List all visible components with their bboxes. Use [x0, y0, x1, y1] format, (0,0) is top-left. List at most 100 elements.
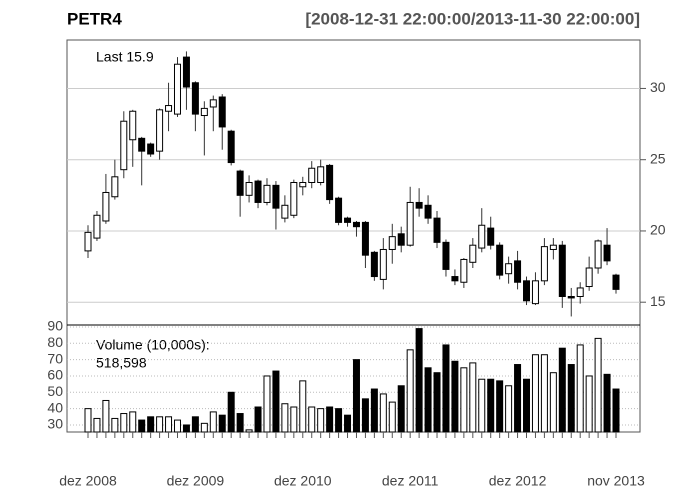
candle-body [227, 130, 235, 164]
candle-body [424, 204, 432, 219]
candle-body [191, 82, 199, 115]
chart-subtitle: [2008-12-31 22:00:00/2013-11-30 22:00:00… [305, 9, 640, 28]
candle-body [299, 182, 307, 188]
volume-bar [120, 413, 128, 433]
volume-bar [308, 406, 316, 433]
candle-body [442, 241, 450, 270]
candle-body [505, 263, 513, 275]
candle-body [567, 296, 575, 299]
volume-bar [603, 373, 611, 433]
candle-body [352, 221, 360, 228]
volume-bar [487, 378, 495, 433]
x-tick-label: dez 2012 [489, 473, 547, 489]
volume-bar [138, 419, 146, 433]
candle-body [406, 201, 414, 246]
candle-body [531, 280, 539, 305]
candle-body [397, 233, 405, 246]
candle-body [254, 180, 262, 203]
volume-bar [514, 364, 522, 433]
candle-body [272, 184, 280, 209]
candle-body [523, 280, 531, 302]
candle-body [102, 191, 110, 222]
volume-tick-label: 90 [47, 318, 63, 334]
candle-body [182, 56, 190, 88]
x-tick-label: dez 2008 [59, 473, 117, 489]
volume-bar [549, 372, 557, 433]
volume-bar [505, 385, 513, 433]
volume-bar [156, 416, 164, 433]
candle-body [576, 287, 584, 298]
candle-body [308, 167, 316, 183]
volume-bar [218, 414, 226, 433]
volume-bar [433, 372, 441, 433]
candle-body [344, 217, 352, 223]
y-tick-label: 25 [650, 150, 666, 166]
volume-bar [496, 380, 504, 433]
volume-bar [424, 367, 432, 433]
candle-body [200, 107, 208, 117]
candle-body [317, 166, 325, 183]
volume-tick-label: 40 [47, 399, 63, 415]
volume-bar [147, 416, 155, 433]
volume-tick-label: 50 [47, 383, 63, 399]
y-tick-label: 15 [650, 293, 666, 309]
volume-bar [299, 380, 307, 433]
volume-bar [93, 417, 101, 433]
volume-bar [272, 370, 280, 433]
y-tick-label: 20 [650, 222, 666, 238]
candle-body [451, 276, 459, 282]
volume-bar [317, 408, 325, 433]
y-tick-label: 30 [650, 79, 666, 95]
price-panel [66, 39, 641, 326]
candle-body [245, 182, 253, 196]
candle-body [549, 244, 557, 250]
volume-bar [531, 354, 539, 433]
last-label: Last 15.9 [96, 49, 154, 65]
volume-bar [209, 411, 217, 433]
volume-bar [84, 408, 92, 433]
volume-bar [344, 414, 352, 433]
candle-body [218, 96, 226, 128]
volume-bar [263, 375, 271, 433]
volume-bar [558, 347, 566, 433]
candle-body [585, 267, 593, 288]
volume-bar [451, 360, 459, 433]
candle-body [120, 120, 128, 171]
x-tick-label: dez 2010 [274, 473, 332, 489]
candle-body [147, 143, 155, 155]
candle-body [478, 224, 486, 249]
volume-bar [567, 364, 575, 433]
volume-bar [397, 385, 405, 433]
candle-body [460, 258, 468, 283]
candle-body [209, 99, 217, 108]
volume-tick-label: 30 [47, 416, 63, 432]
volume-bar [165, 416, 173, 433]
candle-body [433, 217, 441, 243]
volume-bar [585, 375, 593, 433]
volume-bar [379, 393, 387, 433]
candle-body [514, 260, 522, 283]
candle-body [129, 110, 137, 141]
candle-body [290, 182, 298, 216]
volume-bar [406, 349, 414, 433]
x-tick-label: dez 2011 [382, 473, 439, 489]
volume-bar [388, 401, 396, 433]
volume-bar [612, 388, 620, 433]
candle-body [415, 201, 423, 209]
volume-tick-label: 70 [47, 350, 63, 366]
volume-bar [254, 406, 262, 433]
candle-body [156, 109, 164, 152]
volume-bar [236, 413, 244, 433]
volume-bar [111, 417, 119, 433]
volume-bar [361, 398, 369, 433]
candle-body [558, 244, 566, 297]
volume-label: Volume (10,000s): [96, 337, 210, 353]
volume-bar [469, 362, 477, 433]
volume-bar [182, 424, 190, 433]
volume-bar [352, 359, 360, 433]
volume-bar [478, 378, 486, 433]
volume-bar [576, 344, 584, 433]
chart-title: PETR4 [67, 9, 122, 28]
candle-body [173, 63, 181, 115]
